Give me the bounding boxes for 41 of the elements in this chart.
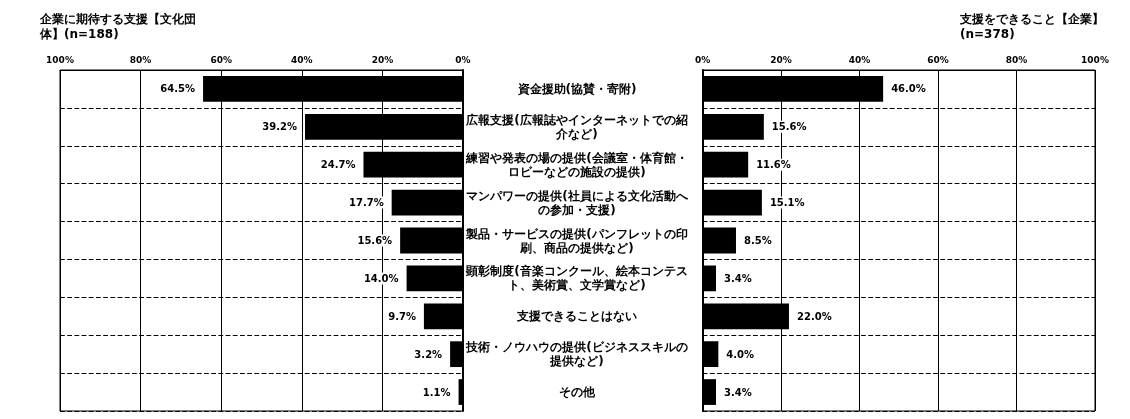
chart-title: 支援をできること【企業】(n=378) — [959, 11, 1104, 41]
y-tick-label: 資金援助(協賛・寄附) — [516, 81, 637, 96]
x-tick-label: 60% — [927, 54, 949, 65]
data-label: 24.7% — [320, 159, 356, 171]
y-tick-label: 製品・サービスの提供(パンフレットの印刷、商品の提供など) — [465, 226, 688, 255]
data-label: 11.6% — [756, 159, 791, 171]
x-tick-label: 0% — [695, 54, 711, 65]
x-tick-label: 100% — [1081, 54, 1109, 65]
x-tick-label: 80% — [129, 54, 152, 65]
data-label: 22.0% — [796, 310, 832, 322]
y-tick-label: マンパワーの提供(社員による文化活動への参加・支援) — [466, 188, 689, 217]
data-label: 46.0% — [891, 83, 926, 95]
y-tick-label: 技術・ノウハウの提供(ビジネススキルの提供など) — [465, 340, 688, 369]
data-label: 15.6% — [771, 121, 807, 133]
y-tick-label: 顕彰制度(音楽コンクール、絵本コンテスト、美術賞、文学賞など) — [465, 264, 688, 293]
data-label: 14.0% — [363, 272, 399, 284]
x-tick-label: 40% — [848, 54, 871, 65]
y-tick-label: 支援できることはない — [516, 309, 637, 324]
x-tick-label: 0% — [455, 54, 471, 65]
data-label: 39.2% — [262, 121, 298, 133]
data-label: 9.7% — [388, 310, 416, 322]
data-label: 3.2% — [414, 348, 443, 360]
data-label: 3.4% — [723, 272, 752, 284]
data-label: 4.0% — [726, 348, 755, 360]
y-tick-label: 練習や発表の場の提供(会議室・体育館・ロビーなどの施設の提供) — [465, 150, 688, 179]
chart-title: 企業に期待する支援【文化団体】(n=188) — [39, 11, 196, 41]
data-label: 8.5% — [743, 235, 772, 246]
y-tick-label: 広報支援(広報誌やインターネットでの紹介など) — [465, 112, 688, 141]
data-label: 15.1% — [769, 197, 805, 209]
x-tick-label: 60% — [210, 54, 232, 65]
x-tick-label: 100% — [46, 54, 74, 65]
y-tick-label: その他 — [559, 385, 596, 400]
data-label: 3.4% — [723, 386, 752, 398]
data-label: 1.1% — [422, 386, 451, 398]
data-label: 17.7% — [348, 197, 384, 209]
x-tick-label: 40% — [291, 54, 313, 65]
x-tick-label: 20% — [371, 54, 394, 65]
data-label: 15.6% — [357, 235, 393, 246]
data-label: 64.5% — [160, 83, 196, 95]
x-tick-label: 80% — [1005, 54, 1028, 65]
x-tick-label: 20% — [770, 54, 792, 65]
